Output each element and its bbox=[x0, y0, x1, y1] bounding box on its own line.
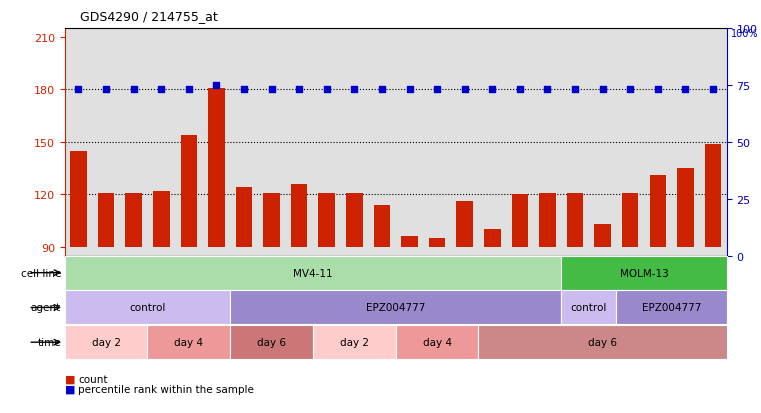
Text: cell line: cell line bbox=[21, 268, 61, 278]
Text: agent: agent bbox=[30, 303, 61, 313]
Bar bbox=[346, 193, 362, 247]
Bar bbox=[401, 237, 418, 247]
Point bbox=[403, 87, 416, 93]
Bar bbox=[263, 193, 280, 247]
Text: control: control bbox=[571, 303, 607, 313]
Bar bbox=[479, 325, 727, 359]
Point bbox=[72, 87, 84, 93]
Point bbox=[210, 82, 222, 89]
Point bbox=[597, 87, 609, 93]
Point bbox=[431, 87, 443, 93]
Point bbox=[376, 87, 388, 93]
Text: control: control bbox=[129, 303, 166, 313]
Point bbox=[459, 87, 471, 93]
Bar bbox=[429, 239, 445, 247]
Text: MOLM-13: MOLM-13 bbox=[619, 268, 668, 278]
Text: EPZ004777: EPZ004777 bbox=[642, 303, 702, 313]
Bar bbox=[705, 144, 721, 247]
Bar bbox=[65, 325, 148, 359]
Point bbox=[651, 87, 664, 93]
Text: day 2: day 2 bbox=[340, 337, 369, 347]
Point bbox=[100, 87, 112, 93]
Bar bbox=[126, 193, 142, 247]
Bar bbox=[511, 195, 528, 247]
Text: MV4-11: MV4-11 bbox=[293, 268, 333, 278]
Point bbox=[293, 87, 305, 93]
Point bbox=[349, 87, 361, 93]
Text: percentile rank within the sample: percentile rank within the sample bbox=[78, 384, 254, 394]
Bar bbox=[65, 256, 561, 290]
Bar bbox=[291, 185, 307, 247]
Bar bbox=[594, 225, 611, 247]
Bar bbox=[649, 176, 666, 247]
Point bbox=[183, 87, 195, 93]
Bar bbox=[457, 202, 473, 247]
Bar bbox=[153, 191, 170, 247]
Bar bbox=[567, 193, 584, 247]
Bar bbox=[396, 325, 479, 359]
Point bbox=[238, 87, 250, 93]
Point bbox=[624, 87, 636, 93]
Text: ■: ■ bbox=[65, 384, 75, 394]
Point bbox=[707, 87, 719, 93]
Bar bbox=[230, 325, 313, 359]
Point bbox=[569, 87, 581, 93]
Bar bbox=[236, 188, 252, 247]
Text: ■: ■ bbox=[65, 374, 75, 384]
Text: EPZ004777: EPZ004777 bbox=[366, 303, 425, 313]
Text: day 6: day 6 bbox=[588, 337, 617, 347]
Bar bbox=[230, 291, 561, 325]
Point bbox=[486, 87, 498, 93]
Text: count: count bbox=[78, 374, 108, 384]
Point bbox=[514, 87, 526, 93]
Bar bbox=[539, 193, 556, 247]
Bar bbox=[561, 256, 727, 290]
Text: day 6: day 6 bbox=[257, 337, 286, 347]
Bar bbox=[65, 291, 230, 325]
Bar bbox=[677, 169, 694, 247]
Text: day 4: day 4 bbox=[422, 337, 451, 347]
Bar bbox=[561, 291, 616, 325]
Bar bbox=[209, 88, 224, 247]
Point bbox=[541, 87, 553, 93]
Point bbox=[266, 87, 278, 93]
Point bbox=[155, 87, 167, 93]
Text: day 4: day 4 bbox=[174, 337, 203, 347]
Point bbox=[320, 87, 333, 93]
Bar bbox=[374, 205, 390, 247]
Text: day 2: day 2 bbox=[91, 337, 120, 347]
Bar bbox=[97, 193, 114, 247]
Point bbox=[128, 87, 140, 93]
Bar bbox=[616, 291, 727, 325]
Bar bbox=[622, 193, 638, 247]
Bar bbox=[148, 325, 230, 359]
Bar bbox=[70, 151, 87, 247]
Text: time: time bbox=[37, 337, 61, 347]
Bar bbox=[318, 193, 335, 247]
Bar bbox=[180, 135, 197, 247]
Bar bbox=[484, 230, 501, 247]
Point bbox=[680, 87, 692, 93]
Text: GDS4290 / 214755_at: GDS4290 / 214755_at bbox=[80, 10, 218, 23]
Text: 100%: 100% bbox=[731, 29, 758, 39]
Bar bbox=[313, 325, 396, 359]
